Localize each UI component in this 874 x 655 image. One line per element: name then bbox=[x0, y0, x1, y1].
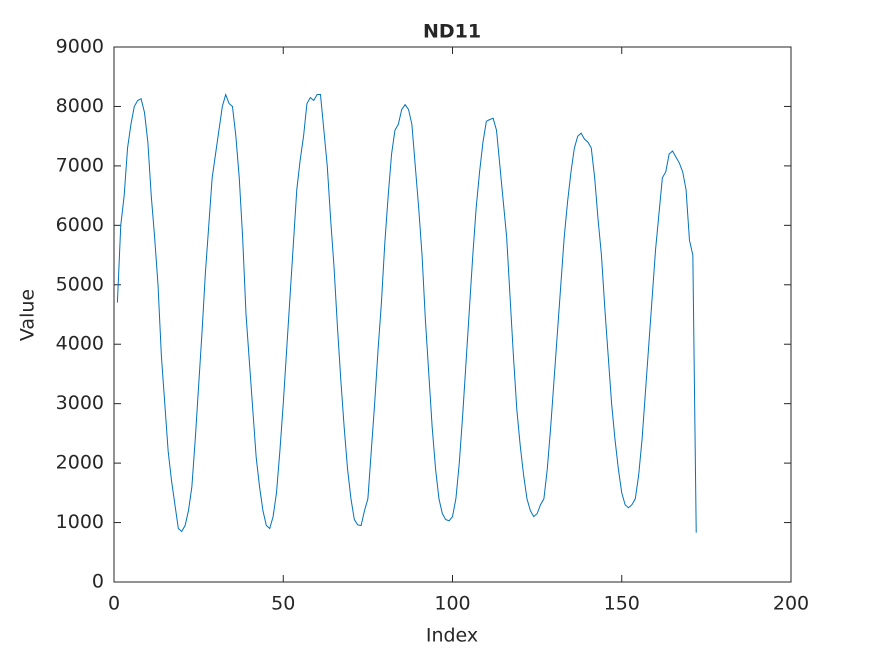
y-tick-label: 6000 bbox=[56, 214, 104, 236]
plot-frame bbox=[113, 46, 792, 583]
y-tick-label: 5000 bbox=[56, 273, 104, 295]
x-tick-label: 200 bbox=[773, 593, 809, 615]
x-tick-label: 100 bbox=[434, 593, 470, 615]
y-tick-label: 1000 bbox=[56, 511, 104, 533]
y-tick-label: 2000 bbox=[56, 452, 104, 474]
y-tick-label: 0 bbox=[92, 571, 104, 593]
x-tick-label: 150 bbox=[604, 593, 640, 615]
data-line bbox=[116, 92, 697, 533]
y-tick-label: 4000 bbox=[56, 333, 104, 355]
x-axis-label: Index bbox=[426, 625, 478, 647]
y-tick-label: 8000 bbox=[56, 95, 104, 117]
chart-title: ND11 bbox=[423, 21, 481, 43]
y-axis-label: Value bbox=[17, 289, 39, 341]
y-tick-label: 3000 bbox=[56, 392, 104, 414]
x-tick-label: 0 bbox=[108, 593, 120, 615]
y-tick-label: 7000 bbox=[56, 154, 104, 176]
y-tick-label: 9000 bbox=[56, 36, 104, 58]
x-tick-label: 50 bbox=[271, 593, 295, 615]
